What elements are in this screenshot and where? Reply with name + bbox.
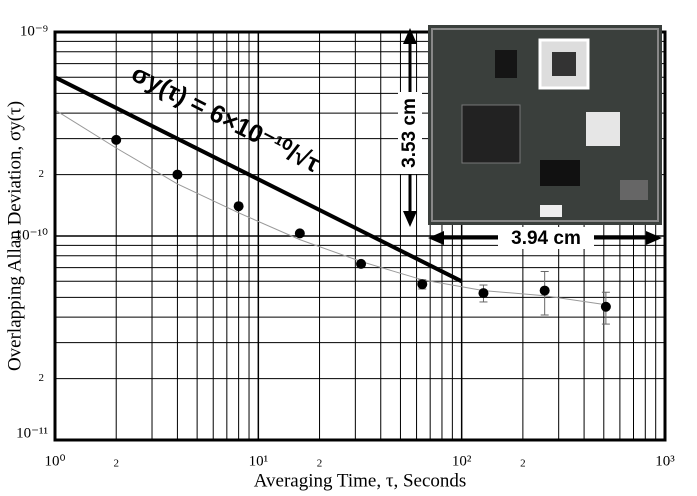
data-point (600, 301, 611, 312)
data-point (172, 169, 183, 180)
height-label: 3.53 cm (399, 98, 420, 168)
plot (54, 75, 611, 325)
chip (620, 180, 648, 200)
chip (540, 205, 562, 217)
plot-frame (53, 30, 667, 442)
data-point (111, 134, 122, 145)
x-axis-label: Averaging Time, τ, Seconds (254, 470, 467, 491)
x-tick-label: 2 (520, 458, 526, 470)
dimension-arrows (398, 28, 662, 249)
chip (586, 112, 620, 146)
data-point (233, 201, 244, 212)
data-point (294, 228, 305, 239)
arrowhead (646, 231, 662, 245)
x-tick-label: 10⁰ (44, 453, 65, 469)
board-edge (431, 28, 659, 222)
x-tick-label: 10² (452, 453, 472, 469)
width-label: 3.94 cm (511, 228, 581, 249)
thin-line (54, 109, 606, 306)
label-bg (398, 92, 422, 174)
y-tick-label: 2 (39, 372, 45, 384)
thick-line (54, 75, 463, 284)
x-tick-label: 10¹ (249, 453, 269, 469)
chip (495, 50, 517, 78)
arrowhead (403, 28, 417, 44)
y-tick-label: 10⁻⁹ (20, 23, 48, 39)
chip (461, 104, 521, 164)
chip (540, 160, 580, 186)
data-point (539, 285, 550, 296)
data-point (356, 258, 367, 269)
data-point (478, 288, 489, 299)
y-axis-label: Overlapping Allan Deviation, σy(τ) (4, 101, 25, 371)
y-tick-label: 10⁻¹¹ (16, 425, 48, 441)
arrowhead (403, 211, 417, 227)
inset-photo (428, 25, 662, 225)
data-point (417, 279, 428, 290)
label-bg (498, 227, 594, 249)
x-tick-label: 2 (317, 458, 323, 470)
y-tick-label: 10⁻¹⁰ (15, 227, 48, 243)
y-tick-label: 2 (39, 168, 45, 180)
x-tick-label: 2 (113, 458, 119, 470)
x-tick-label: 10³ (655, 453, 675, 469)
chip (552, 52, 576, 76)
arrowhead (428, 231, 444, 245)
